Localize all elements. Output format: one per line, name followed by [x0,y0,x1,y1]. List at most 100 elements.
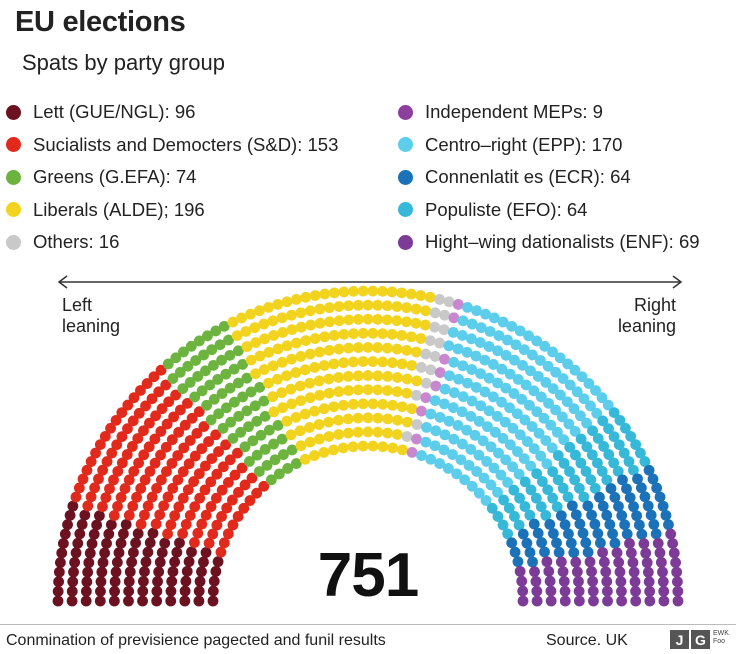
seat-dot [452,420,464,431]
seat-dot [415,362,427,373]
seat-dot [598,556,610,568]
seat-dot [542,360,554,372]
seat-dot [281,340,293,352]
legend-swatch [6,234,21,250]
seat-dot [654,547,666,559]
seat-dot [463,459,475,471]
seat-dot [429,307,441,319]
seat-dot [155,449,166,461]
seat-dot [150,518,162,530]
seat-dot [621,528,633,540]
seat-dot [254,305,265,317]
seat-dot [108,474,119,486]
seat-dot [585,474,597,486]
seat-dot [357,327,369,339]
seat-dot [519,476,531,488]
seat-dot [601,576,613,587]
seat-dot [207,528,219,540]
seat-dot [300,335,312,347]
seat-dot [466,395,478,407]
seat-dot [140,556,152,568]
seat-dot [627,464,639,476]
seat-dot [565,537,577,549]
seat-dot [352,370,364,382]
seat-dot [233,410,245,422]
seat-dot [462,377,473,389]
seat-dot [543,565,555,577]
seat-dot [372,426,384,438]
seat-dot [584,556,596,568]
seat-dot [473,415,485,427]
seat-dot [216,484,228,496]
seat-dot [67,576,79,588]
seat-dot [401,373,413,385]
seat-dot [655,556,667,568]
seat-dot [516,393,528,405]
seat-dot [406,403,418,415]
seat-dot [338,357,350,369]
seat-dot [448,312,460,324]
seat-dot [491,410,503,422]
seat-dot [338,399,349,411]
seat-dot [318,447,330,458]
seat-dot [517,595,529,607]
seat-dot [207,595,219,607]
seat-dot [438,324,450,336]
seat-dot [245,354,257,366]
seat-dot [332,414,344,426]
seat-dot [94,595,106,607]
seat-dot [120,519,132,530]
seat-dot [362,412,374,424]
seat-dot [111,439,123,451]
seat-dot [667,538,679,549]
seat-dot [559,585,571,597]
seat-dot [135,483,147,494]
seat-dot [146,491,158,503]
seat-dot [601,509,613,521]
seat-dot [101,538,112,549]
seat-dot [142,500,154,512]
seat-dot [533,427,545,439]
seat-dot [258,318,270,330]
seat-dot [643,464,655,476]
legend-item: Sucialists and Democters (S&D): 153 [6,129,338,162]
seat-dot [569,474,581,486]
seat-dot [621,483,632,495]
seat-dot [281,370,292,382]
seat-dot [382,427,394,439]
seat-dot [224,382,236,394]
seat-dot [555,556,567,568]
seat-dot [465,410,477,422]
seat-dot [100,492,112,504]
seat-dot [470,350,482,362]
logo-tiny-line1: EWK [713,630,729,637]
seat-dot [184,510,196,521]
seat-dot [231,330,243,342]
seat-dot [484,326,496,337]
seat-dot [268,406,280,418]
seat-dot [372,342,384,353]
seat-dot [220,368,232,380]
seat-dot [570,449,581,461]
seat-dot [254,350,266,362]
seat-dot [263,424,275,436]
seat-dot [299,364,311,376]
seat-dot [504,402,515,414]
seat-dot [233,486,244,498]
seat-dot [377,398,389,410]
seat-dot [455,454,467,466]
seat-dot [519,501,531,512]
seat-dot [333,386,345,398]
seat-dot [372,313,384,325]
seat-dot [123,576,135,587]
seat-dot [613,556,625,568]
seat-dot [112,501,123,512]
seat-dot [216,354,227,366]
logo-tiny-text: EWK Foo [713,630,729,646]
seat-dot [304,348,316,360]
seat-dot [166,575,178,587]
seat-dot [638,538,650,550]
seat-dot [191,427,203,439]
seat-dot [94,439,106,451]
legend-item: Lett (GUE/NGL): 96 [6,96,338,129]
